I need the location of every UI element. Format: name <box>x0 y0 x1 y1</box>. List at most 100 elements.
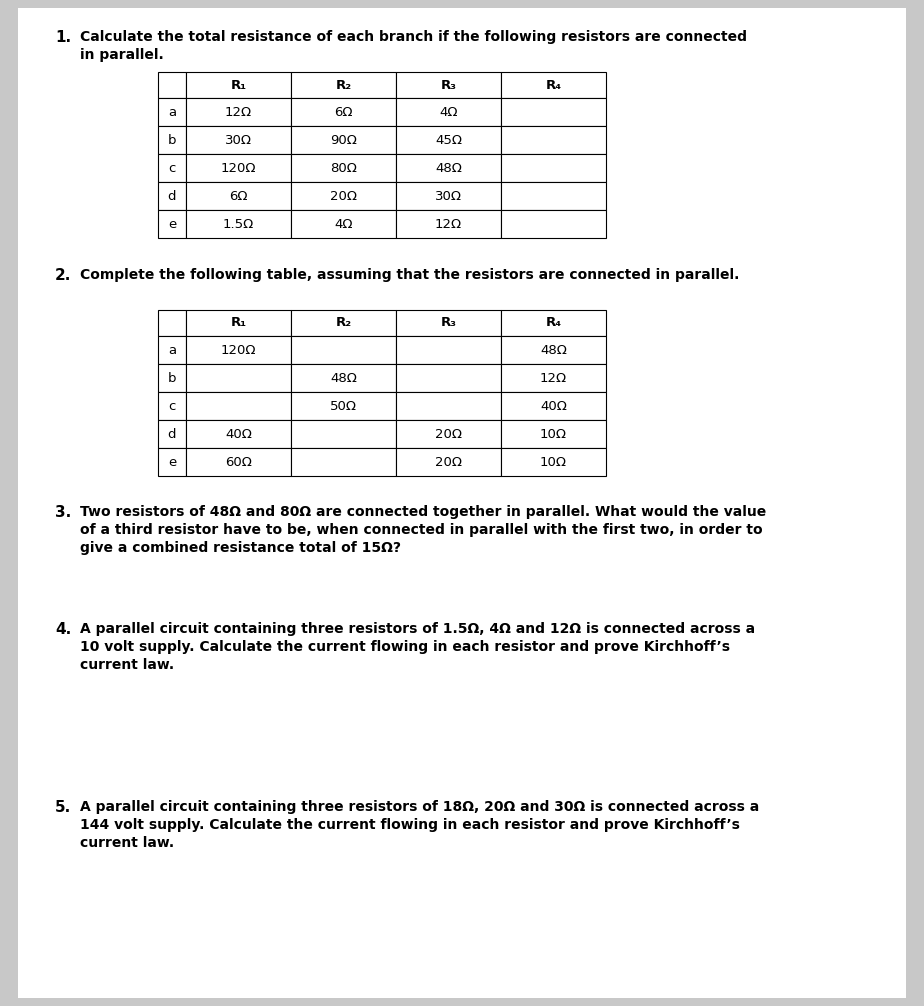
Text: 4.: 4. <box>55 622 71 637</box>
Text: Calculate the total resistance of each branch if the following resistors are con: Calculate the total resistance of each b… <box>80 30 747 62</box>
Bar <box>396 182 501 210</box>
Bar <box>186 154 291 182</box>
Bar <box>186 126 291 154</box>
Bar <box>396 336 501 364</box>
Text: 48Ω: 48Ω <box>435 162 462 174</box>
Text: R₁: R₁ <box>230 317 247 330</box>
Bar <box>501 448 606 476</box>
Text: R₂: R₂ <box>335 317 351 330</box>
Text: 10Ω: 10Ω <box>540 456 567 469</box>
Text: 48Ω: 48Ω <box>540 343 567 356</box>
Text: 120Ω: 120Ω <box>221 343 256 356</box>
Text: current law.: current law. <box>80 658 174 672</box>
Bar <box>396 420 501 448</box>
Bar <box>186 182 291 210</box>
Bar <box>186 448 291 476</box>
Bar <box>396 98 501 126</box>
Text: A parallel circuit containing three resistors of 18Ω, 20Ω and 30Ω is connected a: A parallel circuit containing three resi… <box>80 800 760 814</box>
Text: 40Ω: 40Ω <box>540 399 567 412</box>
Text: d: d <box>168 189 176 202</box>
Bar <box>158 336 186 364</box>
Text: c: c <box>168 162 176 174</box>
Bar <box>501 182 606 210</box>
Text: A parallel circuit containing three resistors of 1.5Ω, 4Ω and 12Ω is connected a: A parallel circuit containing three resi… <box>80 622 755 636</box>
Text: 40Ω: 40Ω <box>225 428 252 441</box>
Text: 10Ω: 10Ω <box>540 428 567 441</box>
Bar <box>158 392 186 420</box>
Bar <box>291 210 396 238</box>
Text: Complete the following table, assuming that the resistors are connected in paral: Complete the following table, assuming t… <box>80 268 739 282</box>
Bar <box>186 420 291 448</box>
Text: 1.5Ω: 1.5Ω <box>223 217 254 230</box>
Bar <box>158 98 186 126</box>
Text: d: d <box>168 428 176 441</box>
Text: 12Ω: 12Ω <box>540 371 567 384</box>
Text: 4Ω: 4Ω <box>439 106 457 119</box>
Bar <box>186 336 291 364</box>
Text: 144 volt supply. Calculate the current flowing in each resistor and prove Kirchh: 144 volt supply. Calculate the current f… <box>80 818 740 832</box>
Bar <box>396 310 501 336</box>
Bar <box>291 154 396 182</box>
Text: a: a <box>168 343 176 356</box>
Bar <box>291 336 396 364</box>
Bar <box>186 98 291 126</box>
Text: a: a <box>168 106 176 119</box>
Text: 90Ω: 90Ω <box>330 134 357 147</box>
Text: b: b <box>168 371 176 384</box>
Text: 80Ω: 80Ω <box>330 162 357 174</box>
Bar <box>501 420 606 448</box>
Text: e: e <box>168 217 176 230</box>
Bar <box>158 154 186 182</box>
Bar <box>158 126 186 154</box>
Text: 48Ω: 48Ω <box>330 371 357 384</box>
Text: 6Ω: 6Ω <box>229 189 248 202</box>
Bar <box>501 210 606 238</box>
Text: 12Ω: 12Ω <box>435 217 462 230</box>
Bar <box>291 98 396 126</box>
Text: 6Ω: 6Ω <box>334 106 353 119</box>
Bar <box>396 154 501 182</box>
Text: 30Ω: 30Ω <box>435 189 462 202</box>
Text: e: e <box>168 456 176 469</box>
Bar <box>291 448 396 476</box>
Bar <box>186 210 291 238</box>
Bar <box>158 182 186 210</box>
Bar <box>158 310 186 336</box>
Text: 20Ω: 20Ω <box>435 456 462 469</box>
Text: R₁: R₁ <box>230 78 247 92</box>
Text: current law.: current law. <box>80 836 174 850</box>
Bar <box>186 364 291 392</box>
Bar <box>158 72 186 98</box>
Bar <box>158 448 186 476</box>
Text: give a combined resistance total of 15Ω?: give a combined resistance total of 15Ω? <box>80 541 401 555</box>
Text: 1.: 1. <box>55 30 71 45</box>
Bar <box>396 448 501 476</box>
Text: 50Ω: 50Ω <box>330 399 357 412</box>
Bar <box>158 210 186 238</box>
Bar <box>291 310 396 336</box>
Bar <box>158 364 186 392</box>
Text: R₃: R₃ <box>441 317 456 330</box>
Bar <box>291 392 396 420</box>
Text: 45Ω: 45Ω <box>435 134 462 147</box>
Bar <box>501 310 606 336</box>
Text: 120Ω: 120Ω <box>221 162 256 174</box>
Bar <box>291 72 396 98</box>
Text: 30Ω: 30Ω <box>225 134 252 147</box>
Text: 60Ω: 60Ω <box>225 456 252 469</box>
Text: 12Ω: 12Ω <box>225 106 252 119</box>
Text: 2.: 2. <box>55 268 71 283</box>
Text: R₂: R₂ <box>335 78 351 92</box>
Bar <box>396 364 501 392</box>
Bar <box>396 72 501 98</box>
Bar <box>501 98 606 126</box>
Text: 10 volt supply. Calculate the current flowing in each resistor and prove Kirchho: 10 volt supply. Calculate the current fl… <box>80 640 730 654</box>
Text: 4Ω: 4Ω <box>334 217 353 230</box>
Bar <box>501 72 606 98</box>
Text: of a third resistor have to be, when connected in parallel with the first two, i: of a third resistor have to be, when con… <box>80 523 762 537</box>
Bar <box>501 392 606 420</box>
Bar <box>291 126 396 154</box>
Bar <box>186 72 291 98</box>
Bar <box>291 364 396 392</box>
Bar <box>396 126 501 154</box>
